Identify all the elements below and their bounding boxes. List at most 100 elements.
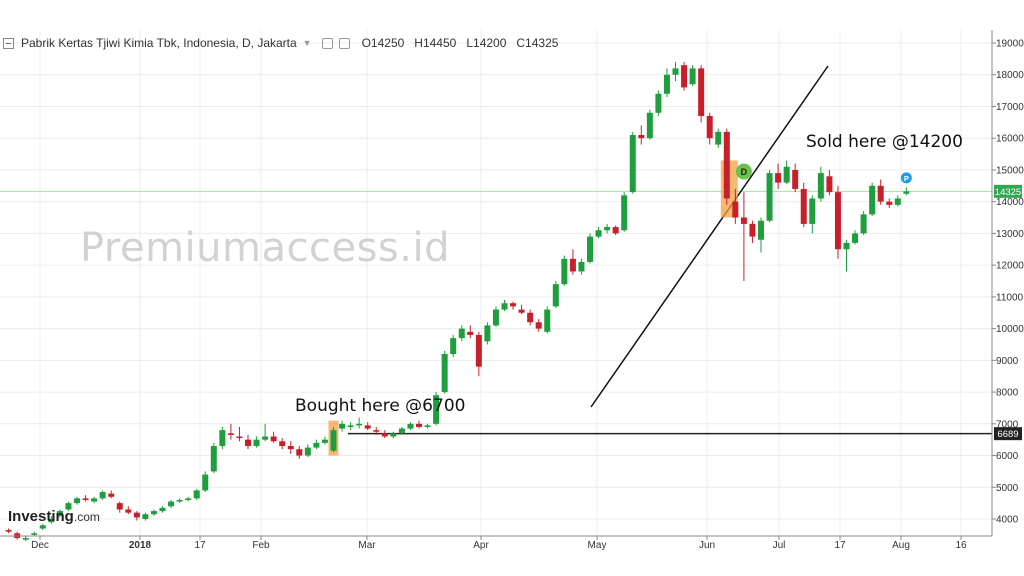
candle-body	[450, 338, 457, 354]
candle	[569, 249, 576, 275]
candle-body	[749, 223, 756, 237]
candle	[39, 523, 46, 531]
candle-body	[877, 185, 884, 202]
candle-body	[441, 353, 448, 393]
candle-body	[91, 498, 98, 502]
collapse-icon[interactable]	[3, 37, 14, 49]
candle	[450, 334, 457, 358]
candle-body	[296, 449, 303, 456]
candle-body	[569, 258, 576, 272]
candle	[809, 195, 816, 234]
investing-logo[interactable]: Investing.com	[8, 508, 100, 525]
y-tick-label: 10000	[996, 324, 1024, 335]
candle-body	[578, 261, 585, 272]
candle	[732, 188, 739, 224]
candle	[518, 304, 525, 315]
candle-body	[834, 192, 841, 250]
candle-body	[783, 166, 790, 183]
chevron-down-icon[interactable]: ▼	[302, 38, 312, 48]
candle	[595, 227, 602, 239]
candle	[381, 430, 388, 439]
candle-body	[245, 439, 251, 447]
candle-body	[535, 322, 542, 329]
candle-body	[108, 493, 115, 497]
candle-body	[321, 439, 328, 443]
candle	[339, 420, 346, 432]
candle	[869, 182, 876, 216]
candle	[159, 506, 166, 513]
candle	[706, 112, 713, 145]
candle	[330, 426, 337, 453]
candle	[74, 496, 80, 505]
x-tick-label: 17	[194, 540, 206, 551]
y-tick-label: 12000	[996, 261, 1024, 272]
candle	[202, 471, 209, 493]
candle-body	[561, 258, 568, 285]
candle-body	[82, 498, 89, 500]
candle-body	[886, 201, 893, 205]
x-tick-label: Aug	[892, 540, 910, 551]
x-tick-label: Jun	[699, 540, 715, 551]
candle-body	[689, 68, 696, 85]
candle	[475, 331, 482, 377]
y-tick-label: 4000	[996, 515, 1019, 526]
logo-suffix: .com	[73, 510, 100, 524]
x-tick-label: 16	[955, 540, 967, 551]
candle	[629, 131, 636, 194]
y-tick-label: 17000	[996, 102, 1024, 113]
x-tick-label: 2018	[129, 540, 152, 551]
candle	[245, 434, 251, 450]
candle-body	[133, 512, 140, 518]
candle-body	[492, 309, 499, 326]
candle	[886, 198, 893, 209]
candle-body	[176, 499, 183, 502]
candle	[698, 65, 705, 123]
candle	[65, 501, 72, 512]
candle-body	[475, 334, 482, 367]
candle	[210, 442, 217, 473]
candle	[313, 439, 320, 450]
candle	[903, 187, 910, 196]
candle	[672, 62, 679, 82]
candle	[621, 192, 628, 232]
candle	[91, 496, 98, 504]
candle	[142, 512, 149, 521]
candle	[527, 309, 534, 326]
price-tags: 14325 6689	[994, 184, 1022, 441]
candle	[133, 511, 140, 521]
grid	[0, 30, 992, 536]
settings-icon[interactable]	[321, 37, 333, 49]
candle	[407, 422, 414, 431]
candle-body	[604, 227, 611, 231]
candle-body	[527, 312, 534, 323]
candle-body	[843, 242, 850, 250]
candle-body	[39, 525, 46, 529]
candle	[236, 426, 243, 442]
candle-body	[732, 201, 739, 218]
candle	[492, 306, 499, 328]
candle-body	[484, 325, 491, 342]
current-price-tag	[994, 184, 1022, 198]
candle-body	[723, 131, 730, 199]
candle	[356, 417, 363, 429]
candle-body	[270, 436, 277, 442]
candle	[270, 431, 277, 443]
candle	[826, 169, 833, 196]
level-price-tag-label: 6689	[997, 429, 1018, 440]
candle	[467, 325, 474, 339]
candle-body	[253, 439, 260, 447]
candle	[775, 163, 782, 189]
candle	[296, 446, 303, 459]
candle	[424, 423, 431, 429]
hide-icon[interactable]	[338, 37, 350, 49]
ohlc-low: L14200	[466, 36, 507, 50]
x-tick-label: Jul	[773, 540, 786, 551]
marker-d-label: D	[741, 167, 748, 177]
candle-body	[852, 233, 859, 243]
candle-body	[766, 173, 773, 221]
candle-body	[227, 433, 234, 435]
candle-body	[347, 425, 354, 427]
axes: 4000500060007000800090001000011000120001…	[0, 30, 1024, 551]
x-tick-label: Feb	[252, 540, 270, 551]
trend-line	[590, 65, 829, 408]
